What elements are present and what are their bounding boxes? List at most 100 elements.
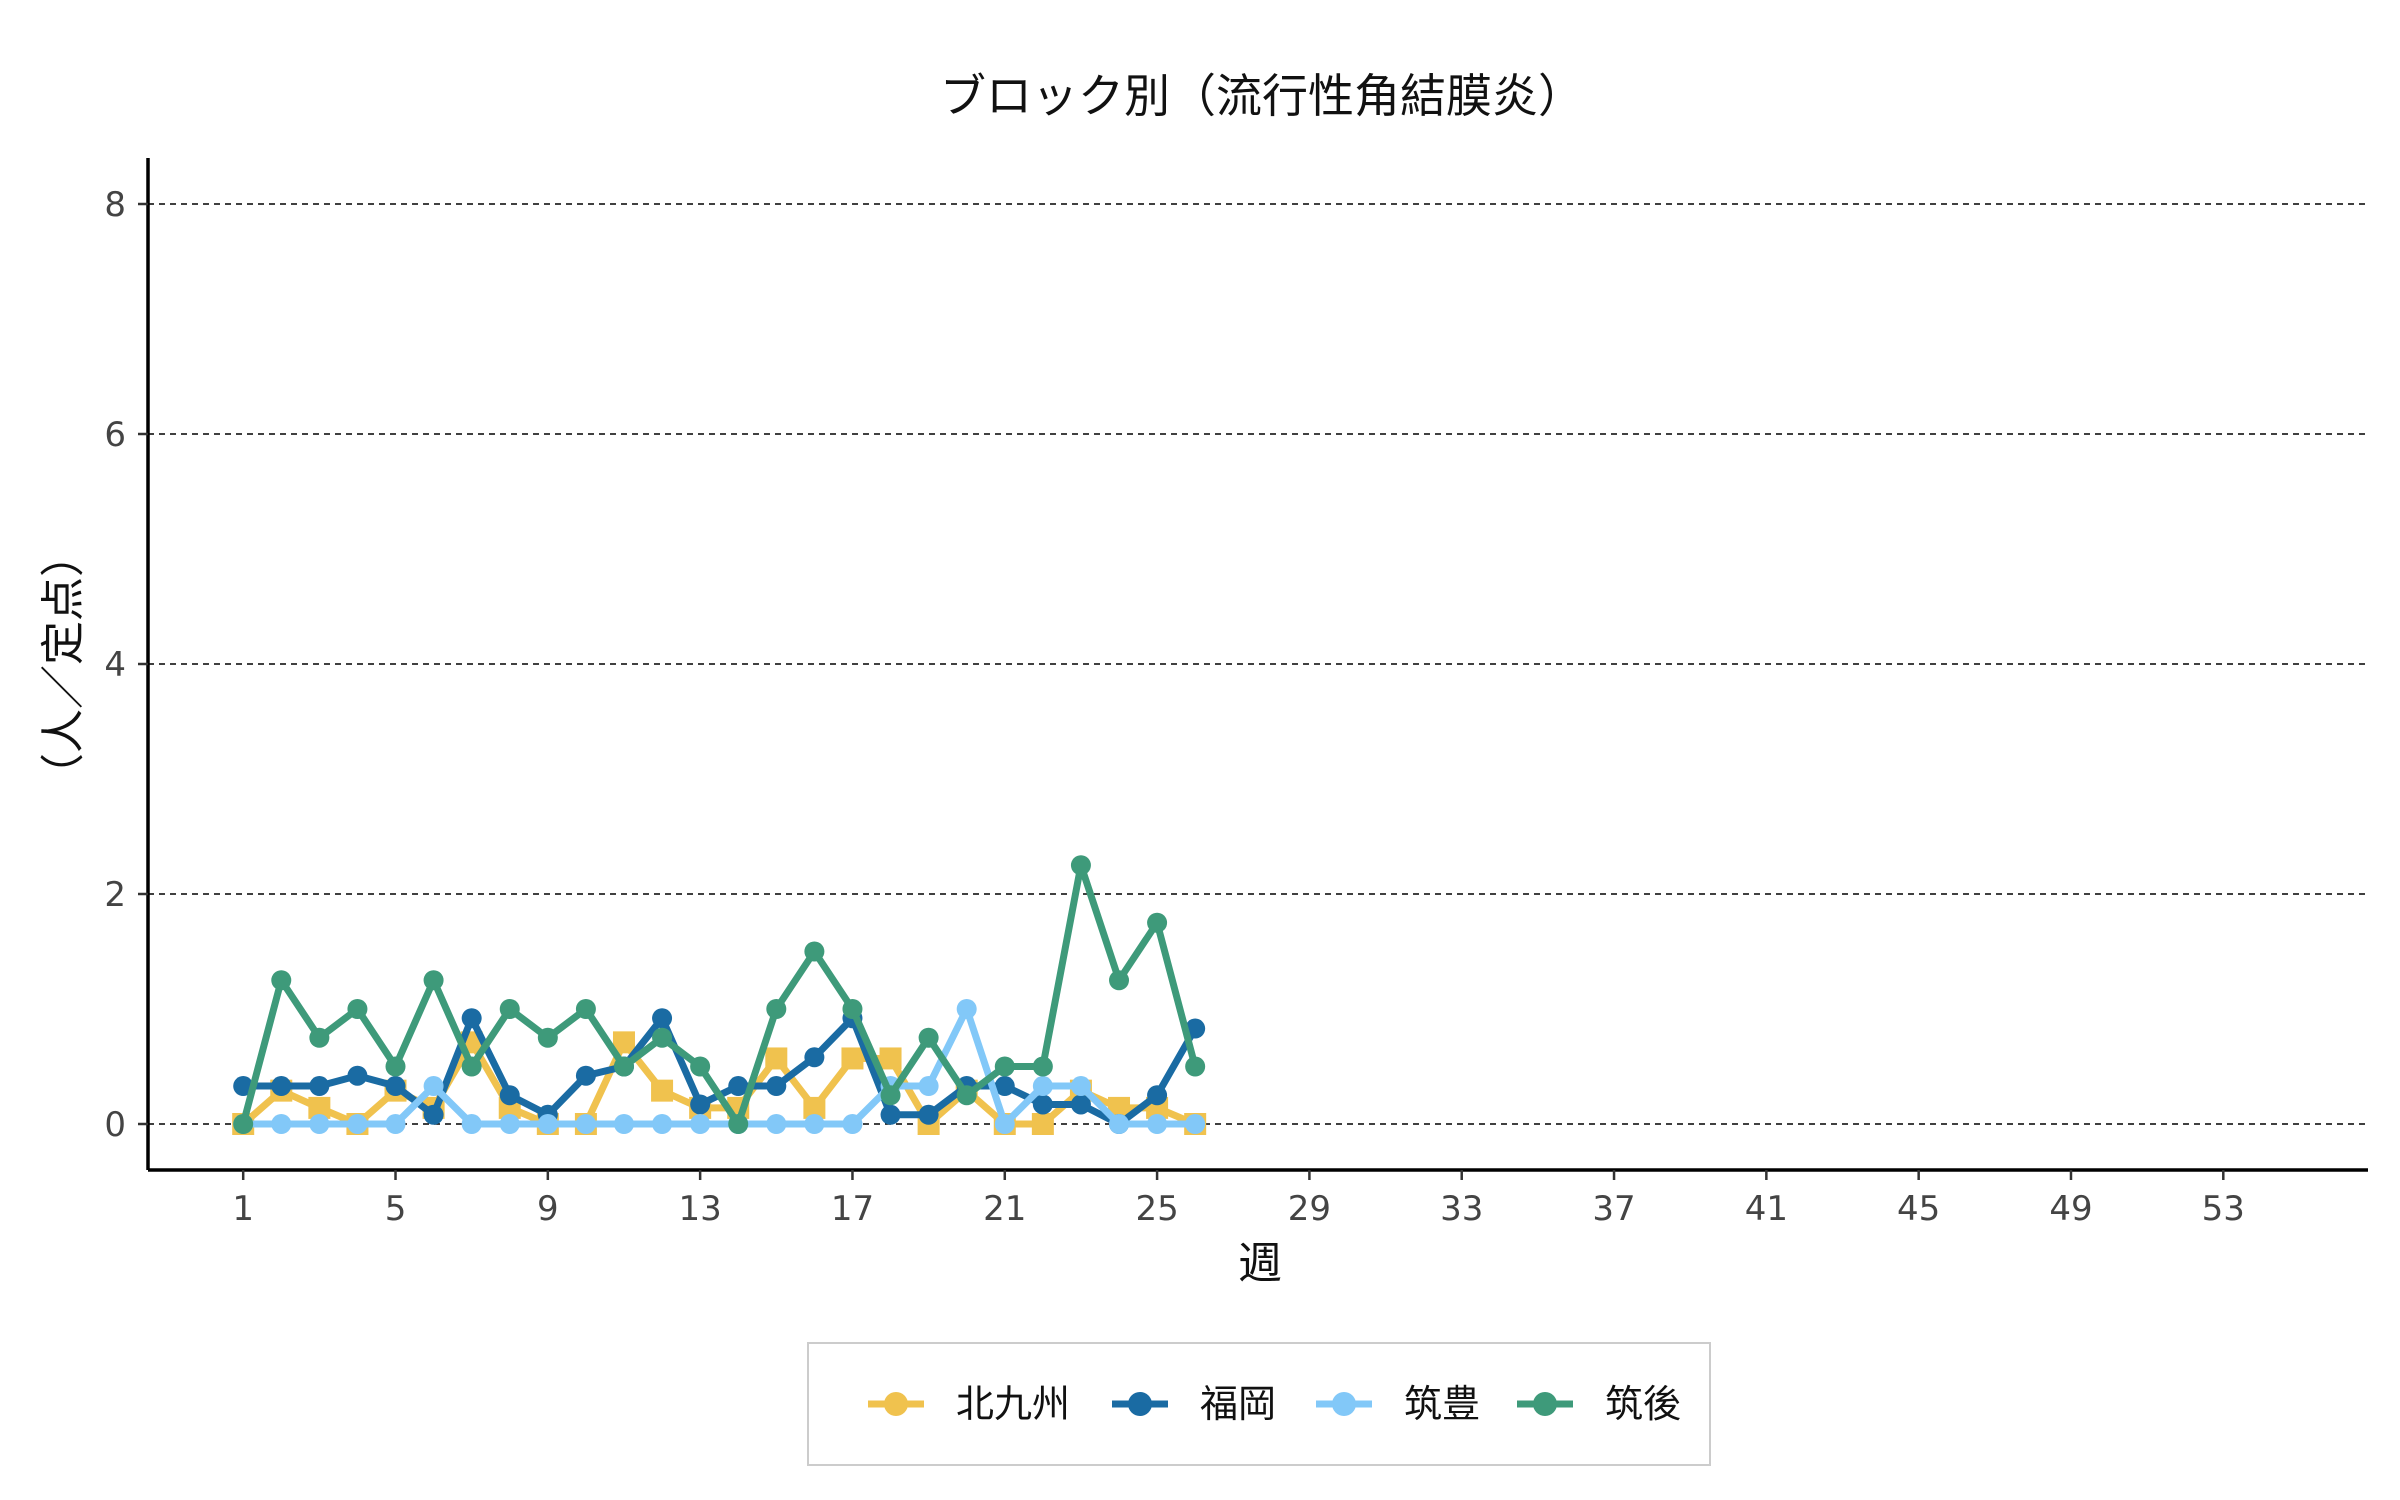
data-point bbox=[918, 1076, 939, 1097]
x-tick-label: 45 bbox=[1897, 1189, 1940, 1229]
data-point bbox=[1032, 1076, 1053, 1097]
data-point bbox=[1185, 1018, 1206, 1039]
data-point bbox=[1032, 1056, 1053, 1077]
data-point bbox=[461, 1008, 482, 1029]
data-point bbox=[1070, 855, 1091, 876]
y-tick-label: 2 bbox=[104, 875, 126, 915]
data-point bbox=[385, 1056, 406, 1077]
legend-item: 北九州 bbox=[868, 1382, 1070, 1426]
data-point bbox=[308, 1096, 331, 1119]
data-point bbox=[423, 1104, 444, 1125]
data-point bbox=[652, 1027, 673, 1048]
x-tick-label: 17 bbox=[831, 1189, 874, 1229]
data-point bbox=[1185, 1056, 1206, 1077]
data-point bbox=[652, 1008, 673, 1029]
series-2 bbox=[233, 1008, 1206, 1134]
data-point bbox=[271, 1114, 292, 1134]
data-point bbox=[956, 1085, 977, 1106]
x-tick-label: 41 bbox=[1745, 1189, 1788, 1229]
legend-label: 福岡 bbox=[1200, 1382, 1276, 1426]
data-point bbox=[880, 1085, 901, 1106]
y-tick-label: 4 bbox=[104, 645, 126, 685]
data-point bbox=[690, 1056, 711, 1077]
x-tick-label: 49 bbox=[2049, 1189, 2092, 1229]
legend-marker bbox=[1128, 1392, 1152, 1416]
x-tick-label: 9 bbox=[537, 1189, 559, 1229]
series-layer bbox=[232, 855, 1207, 1135]
data-point bbox=[613, 1114, 634, 1134]
data-point bbox=[651, 1079, 674, 1102]
x-ticks: 1 5 9 13 17 21 25 29 33 37 41 45 49 53 bbox=[232, 1170, 2245, 1229]
data-point bbox=[690, 1094, 711, 1115]
data-point bbox=[1032, 1094, 1053, 1115]
legend-marker bbox=[884, 1392, 908, 1416]
data-point bbox=[1147, 1085, 1168, 1106]
data-point bbox=[499, 1114, 520, 1134]
data-point bbox=[271, 1076, 292, 1097]
data-point bbox=[499, 1085, 520, 1106]
y-tick-label: 8 bbox=[104, 185, 126, 225]
legend-label: 筑豊 bbox=[1404, 1382, 1480, 1426]
data-point bbox=[918, 1027, 939, 1048]
data-point bbox=[994, 1076, 1015, 1097]
data-point bbox=[309, 1114, 330, 1134]
data-point bbox=[347, 1114, 368, 1134]
chart-title: ブロック別（流行性角結膜炎） bbox=[940, 69, 1584, 123]
x-tick-label: 33 bbox=[1440, 1189, 1483, 1229]
data-point bbox=[385, 1114, 406, 1134]
data-point bbox=[233, 1114, 254, 1134]
data-point bbox=[309, 1027, 330, 1048]
data-point bbox=[1070, 1094, 1091, 1115]
x-tick-label: 29 bbox=[1288, 1189, 1331, 1229]
data-point bbox=[728, 1076, 749, 1097]
data-point bbox=[385, 1076, 406, 1097]
data-point bbox=[765, 1047, 788, 1070]
data-point bbox=[1109, 970, 1130, 991]
data-point bbox=[423, 1076, 444, 1097]
legend-marker bbox=[1332, 1392, 1356, 1416]
legend-item: 筑豊 bbox=[1316, 1382, 1480, 1426]
data-point bbox=[804, 941, 825, 962]
data-point bbox=[652, 1114, 673, 1134]
data-point bbox=[575, 999, 596, 1019]
y-axis-title: （人／定点） bbox=[38, 533, 89, 797]
data-point bbox=[994, 1114, 1015, 1134]
data-point bbox=[1147, 1114, 1168, 1134]
x-tick-label: 25 bbox=[1135, 1189, 1178, 1229]
data-point bbox=[461, 1114, 482, 1134]
data-point bbox=[804, 1047, 825, 1068]
data-point bbox=[804, 1114, 825, 1134]
data-point bbox=[841, 1047, 864, 1070]
x-tick-label: 5 bbox=[385, 1189, 407, 1229]
data-point bbox=[766, 1114, 787, 1134]
y-tick-label: 0 bbox=[104, 1105, 126, 1145]
x-axis-title: 週 bbox=[1238, 1238, 1282, 1289]
y-tick-label: 6 bbox=[104, 415, 126, 455]
legend: 北九州 福岡 筑豊 筑後 bbox=[807, 1342, 1711, 1466]
x-tick-label: 21 bbox=[983, 1189, 1026, 1229]
data-point bbox=[575, 1114, 596, 1134]
x-tick-label: 53 bbox=[2202, 1189, 2245, 1229]
data-point bbox=[499, 999, 520, 1019]
data-point bbox=[1070, 1076, 1091, 1097]
data-point bbox=[766, 1076, 787, 1097]
data-point bbox=[1031, 1113, 1054, 1135]
legend-item: 福岡 bbox=[1112, 1382, 1276, 1426]
data-point bbox=[461, 1056, 482, 1077]
legend-item: 筑後 bbox=[1517, 1382, 1681, 1426]
data-point bbox=[423, 970, 444, 991]
data-point bbox=[1147, 912, 1168, 933]
data-point bbox=[347, 1065, 368, 1086]
data-point bbox=[1185, 1114, 1206, 1134]
y-ticks: 0 2 4 6 8 bbox=[104, 185, 148, 1145]
data-point bbox=[994, 1056, 1015, 1077]
data-point bbox=[880, 1104, 901, 1125]
data-point bbox=[537, 1114, 558, 1134]
data-point bbox=[271, 970, 292, 991]
legend-label: 筑後 bbox=[1605, 1382, 1681, 1426]
data-point bbox=[842, 999, 863, 1019]
data-point bbox=[766, 999, 787, 1019]
series-3 bbox=[233, 999, 1206, 1134]
gridlines bbox=[148, 203, 2368, 1125]
